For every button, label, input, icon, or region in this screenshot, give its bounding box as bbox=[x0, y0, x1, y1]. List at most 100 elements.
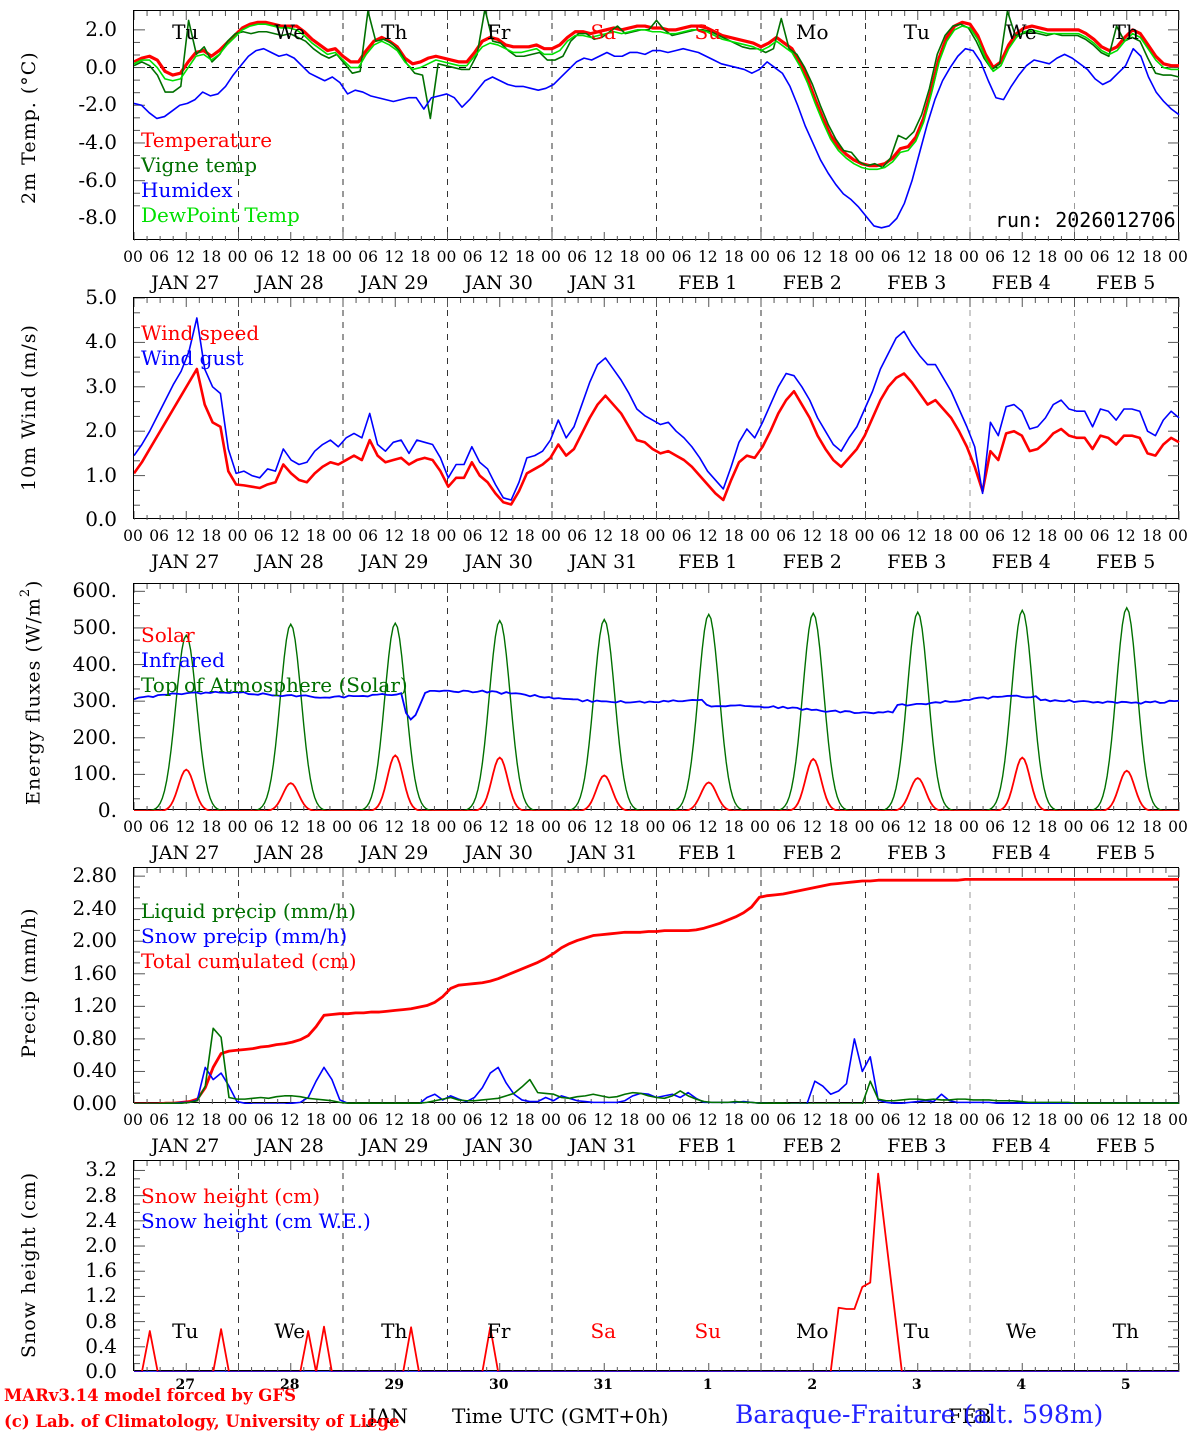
date-label: FEB 2 bbox=[782, 842, 842, 864]
hour-label: 18 bbox=[201, 248, 222, 266]
energy_fluxes-date-labels: JAN 27 JAN 28 JAN 29 JAN 30 JAN 31 FEB 1 FEB 2… bbox=[0, 842, 1194, 866]
snow_height-y-tick-label: 1.6 bbox=[85, 1258, 117, 1283]
hour-label: 00 bbox=[854, 527, 875, 545]
temperature-hour-labels: 00 06 12 18 00 06 12 18 00 06 12 18 00 06 12 18 00 06 12 18… bbox=[0, 248, 1194, 268]
hour-label: 18 bbox=[828, 1111, 849, 1129]
hour-label: 00 bbox=[123, 1111, 143, 1129]
hour-label: 00 bbox=[1063, 248, 1084, 266]
precip-y-axis-title: Precip (mm/h) bbox=[18, 907, 40, 1059]
hour-label: 06 bbox=[253, 1111, 274, 1129]
hour-label: 12 bbox=[1011, 248, 1032, 266]
hour-label: 12 bbox=[802, 527, 823, 545]
hour-label: 06 bbox=[149, 1111, 169, 1129]
date-label: JAN 28 bbox=[255, 842, 324, 864]
date-label: FEB 5 bbox=[1096, 1135, 1156, 1157]
hour-label: 00 bbox=[123, 527, 143, 545]
hour-label: 06 bbox=[880, 527, 901, 545]
hour-label: 18 bbox=[201, 818, 222, 836]
hour-label: 00 bbox=[541, 1111, 561, 1129]
legend-item: Wind speed bbox=[141, 321, 260, 345]
hour-label: 12 bbox=[279, 1111, 300, 1129]
run-label: run: 2026012706 bbox=[995, 208, 1176, 232]
hour-label: 00 bbox=[750, 1111, 770, 1129]
hour-label: 12 bbox=[1115, 1111, 1136, 1129]
hour-label: 00 bbox=[645, 248, 666, 266]
wind-y-tick-label: 3.0 bbox=[85, 373, 117, 398]
series-liquid-precip-mm-h bbox=[134, 1027, 1179, 1104]
day-of-week-label: Tu bbox=[172, 20, 199, 44]
hour-label: 18 bbox=[410, 248, 431, 266]
hour-label: 18 bbox=[1142, 818, 1162, 836]
energy_fluxes-legend: Solar Infrared Top of Atmosphere (Solar) bbox=[141, 623, 408, 698]
hour-label: 18 bbox=[1037, 248, 1058, 266]
date-label: FEB 5 bbox=[1096, 272, 1156, 294]
wind-date-labels: JAN 27 JAN 28 JAN 29 JAN 30 JAN 31 FEB 1 FEB 2… bbox=[0, 551, 1194, 575]
hour-label: 00 bbox=[227, 818, 248, 836]
hour-label: 18 bbox=[306, 1111, 326, 1129]
energy_fluxes-y-tick-label: 500. bbox=[72, 614, 117, 639]
day-of-week-label: Tu bbox=[172, 1319, 199, 1343]
hour-label: 18 bbox=[410, 1111, 431, 1129]
hour-label: 12 bbox=[906, 527, 927, 545]
hour-label: 12 bbox=[802, 1111, 823, 1129]
wind-panel: 5.0 4.0 3.0 2.0 1.0 0.0 00 06 12 18 00 06 12 18 00 06 12… bbox=[0, 287, 1194, 599]
snow_height-y-tick-label: 2.0 bbox=[85, 1233, 117, 1258]
temperature-y-axis-title: 2m Temp. (°C) bbox=[18, 51, 40, 204]
hour-label: 00 bbox=[227, 248, 248, 266]
day-of-week-label: Fr bbox=[487, 1319, 511, 1343]
legend-item: Snow height (cm) bbox=[141, 1184, 321, 1208]
day-of-week-label: Su bbox=[694, 1319, 722, 1343]
legend-item: Wind gust bbox=[141, 346, 244, 370]
hour-label: 12 bbox=[1011, 818, 1032, 836]
hour-label: 00 bbox=[645, 1111, 666, 1129]
date-label: JAN 28 bbox=[255, 1135, 324, 1157]
energy_fluxes-y-tick-label: 200. bbox=[72, 724, 117, 749]
hour-label: 18 bbox=[828, 527, 849, 545]
hour-label: 18 bbox=[933, 1111, 953, 1129]
precip-y-tick-label: 0.00 bbox=[72, 1091, 117, 1115]
hour-label: 06 bbox=[149, 248, 169, 266]
legend-item: Solar bbox=[141, 623, 195, 647]
hour-label: 12 bbox=[697, 248, 718, 266]
day-of-week-label: We bbox=[1005, 20, 1037, 44]
hour-label: 18 bbox=[619, 818, 640, 836]
date-label: JAN 31 bbox=[569, 551, 638, 573]
date-label: FEB 5 bbox=[1096, 842, 1156, 864]
hour-label: 12 bbox=[488, 527, 509, 545]
hour-label: 12 bbox=[488, 818, 509, 836]
hour-label: 12 bbox=[1115, 248, 1136, 266]
hour-label: 06 bbox=[671, 818, 692, 836]
temperature-y-tick-label: 2.0 bbox=[85, 16, 117, 41]
hour-label: 06 bbox=[462, 527, 483, 545]
hour-label: 00 bbox=[959, 1111, 979, 1129]
day-number-label: 1 bbox=[702, 1377, 713, 1393]
hour-label: 18 bbox=[1037, 1111, 1058, 1129]
date-label: FEB 4 bbox=[991, 842, 1051, 864]
snow-height-panel: 3.2 2.8 2.4 2.0 1.6 1.2 0.8 0.4 0.0 27 28 29 30 31 1 2 3… bbox=[0, 1159, 1194, 1451]
energy_fluxes-y-tick-label: 300. bbox=[72, 688, 117, 713]
snow_height-plot-area bbox=[133, 1160, 1180, 1372]
hour-label: 12 bbox=[593, 248, 614, 266]
hour-label: 12 bbox=[906, 818, 927, 836]
date-label: FEB 1 bbox=[678, 551, 738, 573]
day-number-label: 28 bbox=[280, 1377, 300, 1393]
hour-label: 18 bbox=[619, 1111, 640, 1129]
month-label-jan: JAN bbox=[368, 1404, 408, 1428]
hour-label: 06 bbox=[149, 527, 169, 545]
hour-label: 06 bbox=[1089, 527, 1110, 545]
series-humidex bbox=[134, 47, 1180, 229]
hour-label: 12 bbox=[802, 818, 823, 836]
footer-model-line: MARv3.14 model forced by GFS bbox=[4, 1386, 297, 1405]
hour-label: 12 bbox=[175, 248, 196, 266]
hour-label: 06 bbox=[776, 527, 796, 545]
hour-label: 06 bbox=[880, 818, 901, 836]
day-of-week-label: We bbox=[1005, 1319, 1037, 1343]
day-of-week-label: Th bbox=[381, 1319, 408, 1343]
temperature-y-tick-label: -8.0 bbox=[78, 205, 117, 230]
date-label: JAN 27 bbox=[151, 551, 220, 573]
temperature-svg bbox=[134, 11, 1180, 241]
series-total-cumulated-cm bbox=[134, 877, 1179, 1104]
hour-label: 12 bbox=[384, 1111, 405, 1129]
date-label: FEB 4 bbox=[991, 551, 1051, 573]
hour-label: 00 bbox=[1168, 1111, 1188, 1129]
